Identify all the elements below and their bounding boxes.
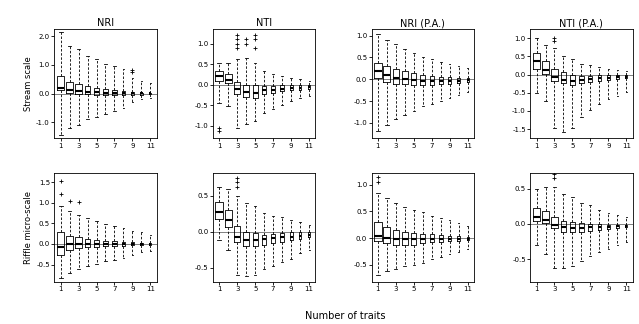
Title: NRI: NRI — [97, 18, 114, 29]
Title: NRI (P.A.): NRI (P.A.) — [401, 18, 445, 29]
Y-axis label: Riffle micro-scale: Riffle micro-scale — [24, 191, 33, 264]
Text: Number of traits: Number of traits — [305, 311, 385, 321]
Title: NTI (P.A.): NTI (P.A.) — [560, 18, 603, 29]
Title: NTI: NTI — [256, 18, 272, 29]
Y-axis label: Stream scale: Stream scale — [24, 56, 33, 111]
